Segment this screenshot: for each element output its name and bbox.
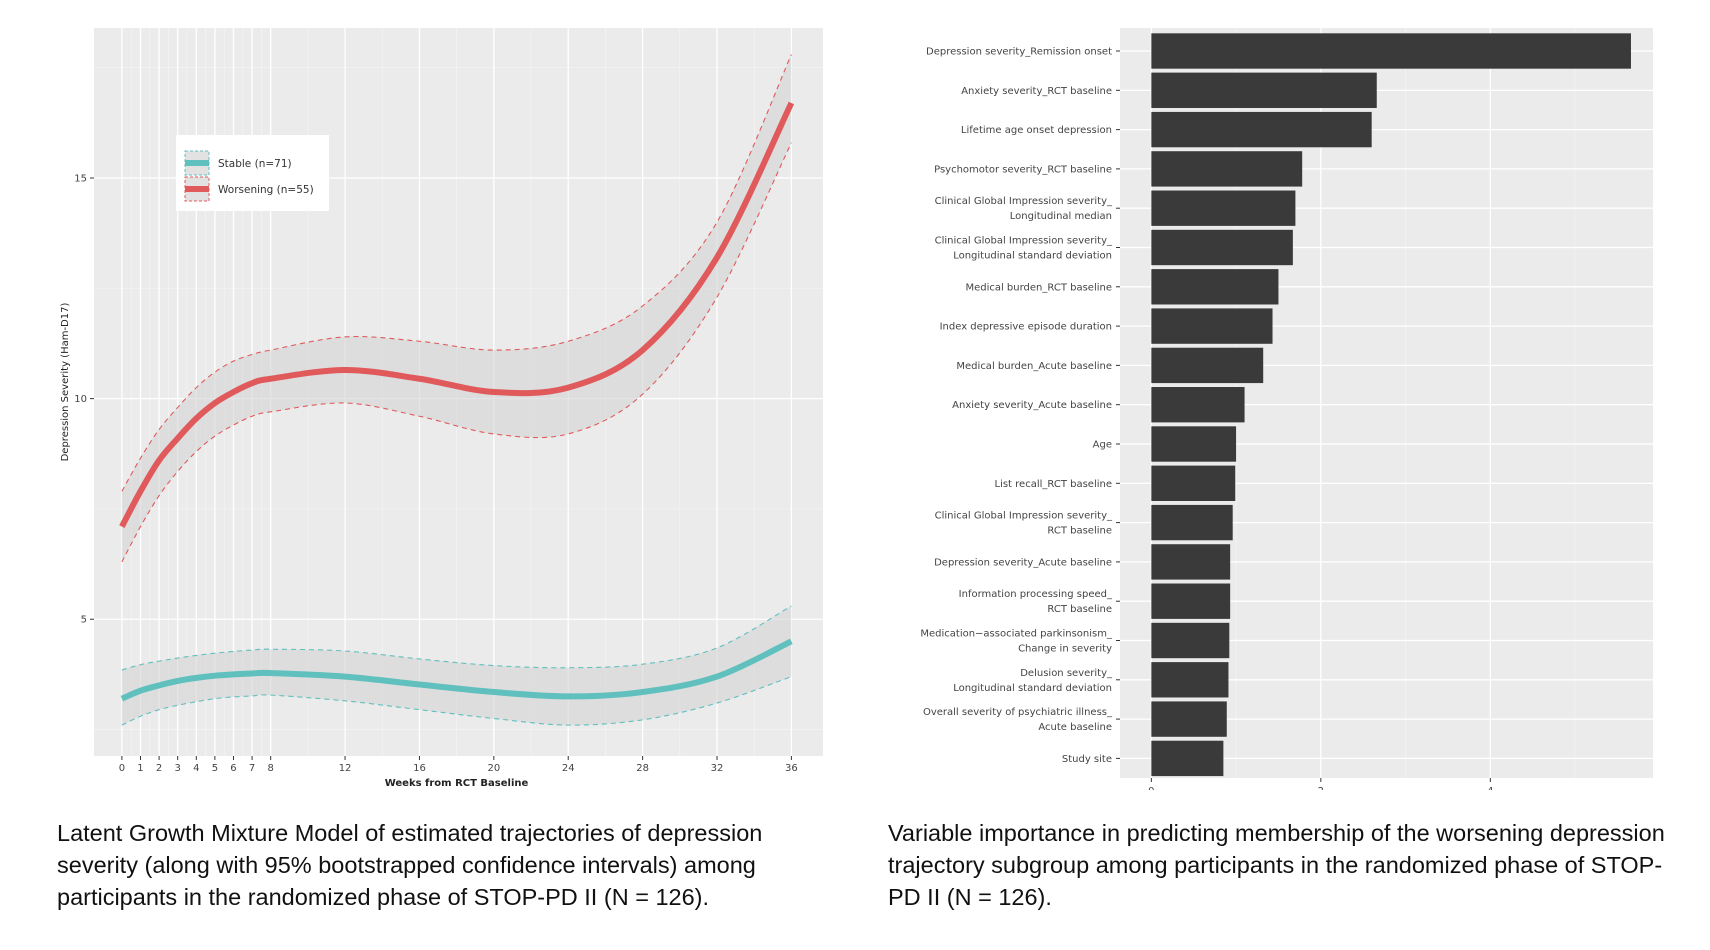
importance-bar xyxy=(1151,33,1631,69)
importance-bar xyxy=(1151,622,1230,659)
ci-ribbon-1 xyxy=(121,54,792,562)
importance-bar xyxy=(1151,111,1372,148)
x-tick-label: 4 xyxy=(1487,786,1493,790)
y-tick-label: 10 xyxy=(74,394,87,405)
x-tick-label: 4 xyxy=(193,763,199,774)
category-label: Information processing speed_ xyxy=(959,589,1113,600)
importance-bar xyxy=(1151,190,1296,226)
x-tick-label: 6 xyxy=(230,763,236,774)
variable-importance-panel: Depression severity_Remission onset Anxie… xyxy=(860,0,1710,790)
importance-bar xyxy=(1151,347,1264,384)
importance-bar xyxy=(1151,662,1229,698)
x-tick-label: 2 xyxy=(156,763,162,774)
trajectory-chart-panel: 5 10 15 0 1 2 3 4 5 6 7 8 12 16 20 24 28 32 36 Weeks from R… xyxy=(0,0,860,790)
legend-label: Stable (n=71) xyxy=(218,158,292,170)
x-axis-title: Weeks from RCT Baseline xyxy=(385,778,529,789)
x-tick-label: 1 xyxy=(137,763,143,774)
x-tick-label: 12 xyxy=(339,763,352,774)
x-tick-label: 5 xyxy=(212,763,218,774)
legend: Stable (n=71) Worsening (n=55) xyxy=(176,135,329,211)
x-tick-label: 7 xyxy=(249,763,255,774)
x-tick-label: 8 xyxy=(267,763,273,774)
category-label: Acute baseline xyxy=(1038,722,1112,733)
y-tick-label: 15 xyxy=(74,174,87,185)
legend-label: Worsening (n=55) xyxy=(218,184,314,196)
x-tick-label: 2 xyxy=(1318,786,1324,790)
importance-bar xyxy=(1151,229,1293,266)
ci-upper-line-0 xyxy=(121,605,792,671)
ci-lower-line-1 xyxy=(121,142,792,563)
category-label: Anxiety severity_Acute baseline xyxy=(952,400,1112,411)
category-label: Medical burden_RCT baseline xyxy=(965,282,1112,293)
category-label: Depression severity_Acute baseline xyxy=(934,557,1112,568)
category-label: Index depressive episode duration xyxy=(940,322,1112,333)
importance-bar xyxy=(1151,426,1237,462)
category-label: Depression severity_Remission onset xyxy=(926,47,1112,58)
category-label: Medical burden_Acute baseline xyxy=(956,361,1112,372)
importance-bar xyxy=(1151,701,1227,737)
x-tick-label: 36 xyxy=(785,763,798,774)
x-tick-label: 20 xyxy=(487,763,500,774)
category-label: Clinical Global Impression severity_ xyxy=(935,196,1113,207)
x-tick-label: 0 xyxy=(119,763,125,774)
x-tick-label: 0 xyxy=(1148,786,1154,790)
category-label: Clinical Global Impression severity_ xyxy=(935,236,1113,247)
category-label: Study site xyxy=(1062,754,1112,765)
importance-bar xyxy=(1151,465,1236,501)
category-label: Medication−associated parkinsonism_ xyxy=(920,629,1113,640)
category-label: RCT baseline xyxy=(1047,604,1112,615)
category-label: Anxiety severity_RCT baseline xyxy=(961,86,1112,97)
variable-importance-bar-chart: Depression severity_Remission onset Anxie… xyxy=(920,28,1653,790)
x-tick-label: 16 xyxy=(413,763,426,774)
x-tick-label: 3 xyxy=(174,763,180,774)
y-axis-title: Depression Severity (Ham-D17) xyxy=(60,303,71,462)
importance-bar xyxy=(1151,308,1273,344)
category-label: Longitudinal median xyxy=(1010,211,1112,222)
left-figure-caption: Latent Growth Mixture Model of estimated… xyxy=(57,820,763,910)
importance-bar xyxy=(1151,72,1377,108)
trajectory-line-1 xyxy=(119,101,795,528)
category-label: RCT baseline xyxy=(1047,526,1112,537)
category-label: Delusion severity_ xyxy=(1020,668,1113,679)
importance-bar xyxy=(1151,387,1245,423)
importance-bar xyxy=(1151,269,1279,305)
x-tick-label: 28 xyxy=(636,763,649,774)
importance-bar xyxy=(1151,504,1233,541)
importance-bar xyxy=(1151,740,1224,777)
importance-bar xyxy=(1151,544,1231,580)
category-label: Change in severity xyxy=(1018,644,1112,655)
category-label: Psychomotor severity_RCT baseline xyxy=(934,164,1112,175)
x-tick-label: 32 xyxy=(711,763,724,774)
category-label: Longitudinal standard deviation xyxy=(953,683,1112,694)
right-figure-caption: Variable importance in predicting member… xyxy=(888,820,1665,910)
category-label: Clinical Global Impression severity_ xyxy=(935,511,1113,522)
category-label: Overall severity of psychiatric illness_ xyxy=(923,707,1113,718)
category-label: Longitudinal standard deviation xyxy=(953,251,1112,262)
category-label: Age xyxy=(1093,440,1112,451)
y-tick-label: 5 xyxy=(81,615,87,626)
importance-bar xyxy=(1151,151,1303,187)
importance-bar xyxy=(1151,583,1231,619)
category-label: List recall_RCT baseline xyxy=(995,479,1113,490)
trajectory-line-0 xyxy=(120,638,793,702)
x-tick-label: 24 xyxy=(562,763,575,774)
category-label: Lifetime age onset depression xyxy=(961,125,1112,136)
